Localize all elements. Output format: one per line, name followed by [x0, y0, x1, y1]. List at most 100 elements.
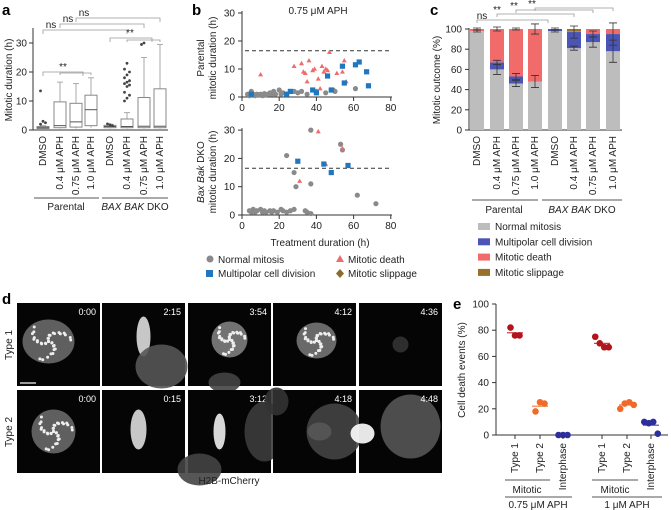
y-tick-label: 0 — [456, 126, 462, 137]
y-axis-label: Cell death events (%) — [457, 322, 468, 418]
timestamp: 0:15 — [163, 394, 181, 404]
y-tick-label: 60 — [478, 352, 490, 363]
mitotic-death-point — [315, 128, 321, 134]
group-label: 0.75 μM APH — [508, 500, 567, 510]
multipolar-division-point — [339, 63, 346, 69]
normal-mitosis-point — [284, 152, 290, 159]
chromatin-speckle — [218, 334, 222, 338]
chromatin-speckle — [315, 336, 319, 340]
chromatin-speckle — [66, 423, 70, 427]
legend-label: Mitotic death — [495, 253, 552, 264]
y-axis-label-parental: Parental — [196, 39, 207, 76]
chromatin-speckle — [69, 338, 73, 342]
chromatin-speckle — [51, 344, 55, 348]
bar-mitotic-death — [509, 29, 523, 77]
y-tick-label: 60 — [451, 65, 463, 76]
chromatin-speckle — [70, 428, 74, 432]
chromatin-speckle — [58, 332, 62, 336]
y-tick-label: 40 — [478, 378, 490, 389]
outlier-point — [123, 90, 126, 94]
chromatin-speckle — [39, 415, 43, 419]
x-tick-label: 1.0 μM APH — [155, 136, 166, 190]
chromatin-speckle — [230, 339, 234, 343]
panel-d-micrographs: Type 1 Type 2 0:00 2:15 3:54 4:12 4:36 0:00 0:15… — [4, 303, 442, 487]
chromatin-speckle — [231, 344, 235, 348]
normal-mitosis-point — [272, 91, 279, 97]
y-tick-label: 80 — [478, 326, 490, 337]
mitotic-death-point — [317, 86, 323, 91]
outlier-point — [123, 99, 126, 103]
x-tick-label: 80 — [385, 221, 397, 232]
chromatin-speckle — [222, 352, 226, 356]
chromatin-speckle — [223, 339, 227, 343]
group-label-dko: BAX BAK DKO — [548, 205, 615, 216]
normal-mitosis-point — [298, 88, 305, 94]
chromatin-speckle — [228, 338, 231, 341]
panel-e-dotplot: 0 20 40 60 80 100 Cell death events (%) Type 1 T… — [457, 300, 668, 510]
x-tick-label: 0.4 μM APH — [569, 136, 580, 190]
y-tick-label: 30 — [224, 126, 236, 137]
timestamp: 4:48 — [420, 394, 438, 404]
outlier-point — [125, 73, 129, 77]
chromatin-speckle — [54, 431, 58, 435]
normal-mitosis-point — [308, 181, 314, 187]
data-point — [532, 408, 539, 415]
x-tick-label: Type 2 — [535, 443, 546, 473]
significance-label: ns — [79, 8, 90, 19]
legend-label: Mitotic slippage — [495, 268, 564, 279]
chromatin-speckle — [53, 423, 57, 427]
mitotic-death-point — [339, 145, 345, 151]
significance-bracket — [534, 7, 614, 11]
data-point — [507, 324, 514, 331]
mitotic-death-point — [304, 79, 310, 84]
bar-multipolar — [567, 32, 581, 49]
error-bar — [493, 26, 501, 32]
chromatin-speckle — [220, 337, 224, 341]
x-tick-label: 0.75 μM APH — [511, 136, 522, 195]
normal-mitosis-point — [304, 91, 310, 97]
chromatin-speckle — [54, 442, 58, 446]
x-tick-label: Interphase — [646, 443, 657, 491]
multipolar-division-point — [328, 87, 334, 93]
chromatin-speckle — [318, 342, 322, 346]
y-tick-label: 10 — [224, 182, 236, 193]
nucleus — [306, 403, 363, 460]
legend-swatch — [478, 253, 490, 261]
caption: H2B-mCherry — [198, 476, 259, 487]
chromatin-speckle — [41, 358, 45, 362]
group-label-dko: BAX BAK DKO — [101, 202, 168, 213]
y-tick-label: 0 — [229, 211, 235, 222]
legend-swatch — [478, 223, 490, 230]
multipolar-division-point — [341, 80, 347, 86]
chromatin-speckle — [314, 351, 318, 355]
error-bar — [473, 27, 481, 31]
x-tick-label: 40 — [311, 221, 323, 232]
chromatin-speckle — [45, 431, 49, 435]
chromatin-speckle — [38, 357, 42, 361]
timestamp: 2:15 — [163, 307, 181, 317]
legend-normal-icon — [206, 255, 214, 263]
y-tick-label: 100 — [445, 25, 462, 36]
error-bar — [493, 59, 501, 65]
significance-bracket — [42, 29, 128, 34]
chromatin-speckle — [32, 330, 36, 334]
outlier-point — [39, 89, 42, 93]
timestamp: 4:12 — [334, 307, 352, 317]
significance-label: ** — [126, 28, 134, 39]
data-point — [649, 418, 657, 426]
chromatin-speckle — [47, 448, 51, 452]
x-tick-label: 1.0 μM APH — [608, 136, 619, 190]
mitotic-death-point — [341, 58, 347, 63]
chromatin-speckle — [32, 325, 36, 329]
normal-mitosis-point — [323, 90, 329, 96]
subgroup-label: Mitotic — [513, 485, 542, 496]
group-label: 1 μM APH — [604, 500, 649, 510]
x-tick-label: DMSO — [472, 136, 483, 166]
legend-swatch — [478, 268, 490, 276]
x-tick-label: 0.4 μM APH — [55, 136, 66, 190]
chromatin-speckle — [228, 335, 232, 339]
legend-label: Normal mitosis — [495, 222, 561, 233]
x-tick-label: Interphase — [558, 443, 569, 491]
chromatin-speckle — [316, 333, 320, 337]
